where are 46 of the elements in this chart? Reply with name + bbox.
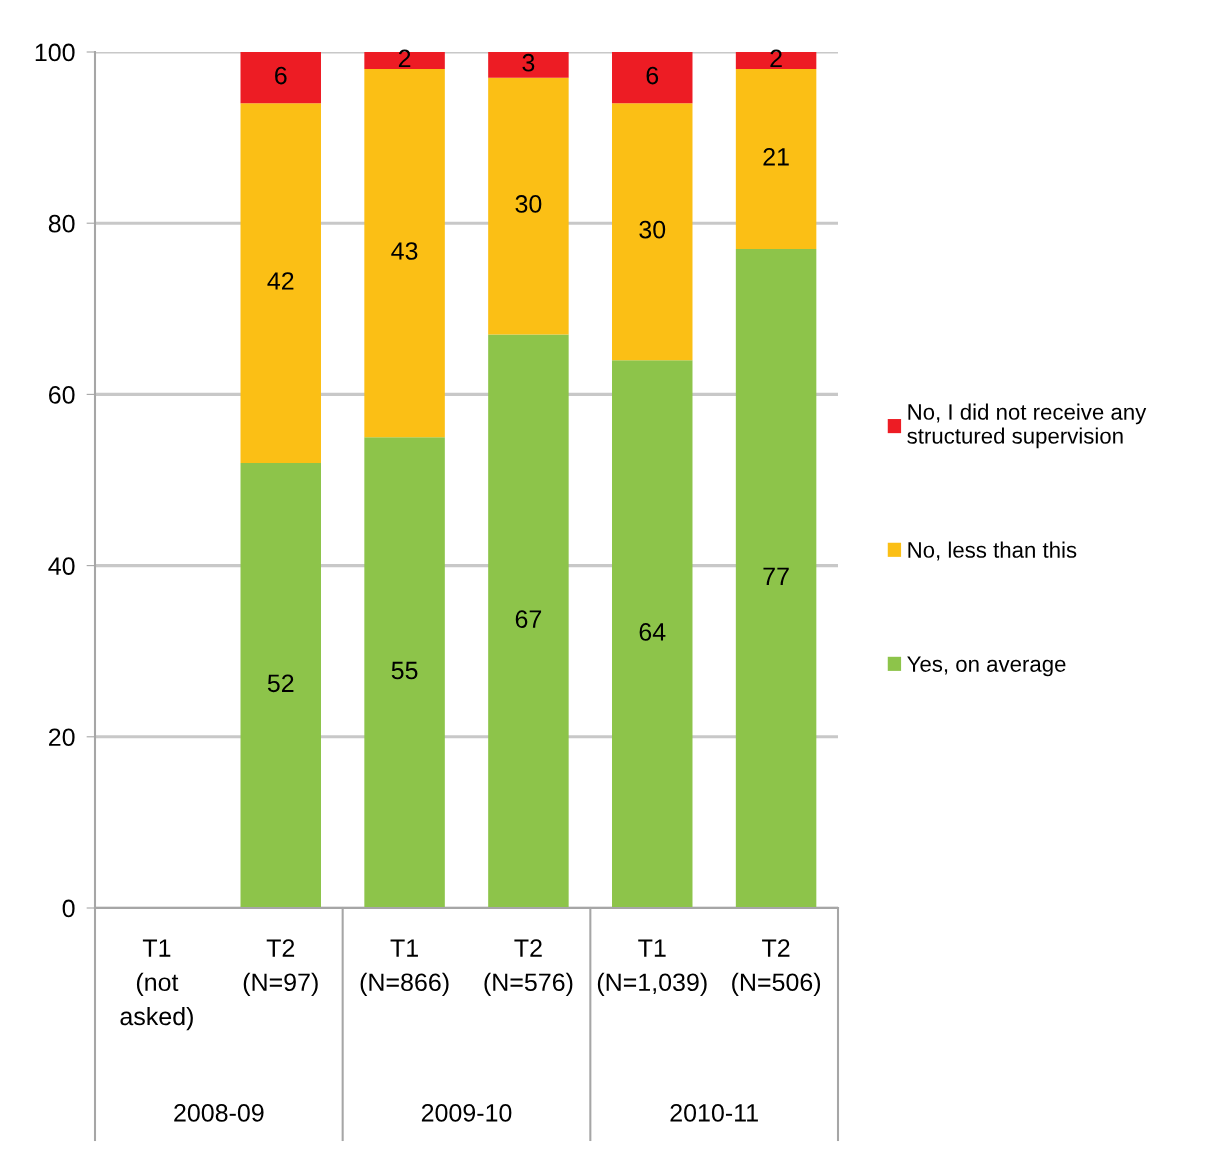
legend-label: Yes, on average (907, 656, 1066, 677)
y-tick-label: 0 (62, 899, 75, 918)
data-label: 6 (646, 66, 659, 85)
bar (488, 52, 569, 78)
legend-label: No, I did not receive any structured supervision (907, 403, 1147, 449)
data-label: 30 (515, 195, 542, 213)
data-label: 77 (763, 567, 789, 585)
data-label: 52 (267, 674, 294, 693)
y-tick-label: 100 (35, 43, 75, 62)
x-tick-label: T2 (N=576) (484, 939, 573, 997)
bar (488, 334, 569, 908)
text: 2009-10 (421, 1104, 512, 1122)
data-label: 3 (522, 53, 535, 72)
data-label: 2 (770, 49, 782, 68)
x-tick-label: T2 (N=506) (732, 939, 821, 997)
bar (364, 437, 445, 908)
x-tick-label: T1 (not asked) (120, 939, 193, 1031)
bar (240, 103, 321, 463)
y-tick-label: 80 (48, 214, 75, 233)
data-label: 64 (639, 623, 666, 641)
bar (735, 248, 817, 908)
text: 2010-11 (670, 1104, 758, 1122)
bar (488, 77, 569, 335)
bar (612, 103, 693, 361)
y-tick-label: 20 (49, 728, 75, 747)
x-tick-label: T1 (N=1,039) (597, 939, 707, 997)
bar (240, 462, 321, 908)
x-tick-label: T1 (N=866) (360, 939, 449, 997)
x-tick-label: T2 (N=97) (243, 939, 318, 997)
bar (735, 69, 817, 249)
data-label: 67 (515, 610, 542, 628)
y-tick-label: 40 (48, 557, 75, 575)
bar (364, 69, 445, 438)
data-label: 43 (391, 242, 418, 260)
text: 2008-09 (174, 1104, 264, 1122)
data-label: 30 (639, 220, 666, 239)
data-label: 2 (398, 49, 411, 68)
data-label: 21 (763, 148, 789, 166)
data-label: 55 (391, 661, 418, 680)
data-label: 6 (275, 66, 287, 85)
bar (612, 52, 693, 104)
y-tick-label: 60 (49, 386, 75, 404)
legend-label: No, less than this (908, 541, 1077, 561)
data-label: 42 (267, 272, 294, 290)
bar (240, 52, 321, 104)
bar (612, 360, 693, 908)
